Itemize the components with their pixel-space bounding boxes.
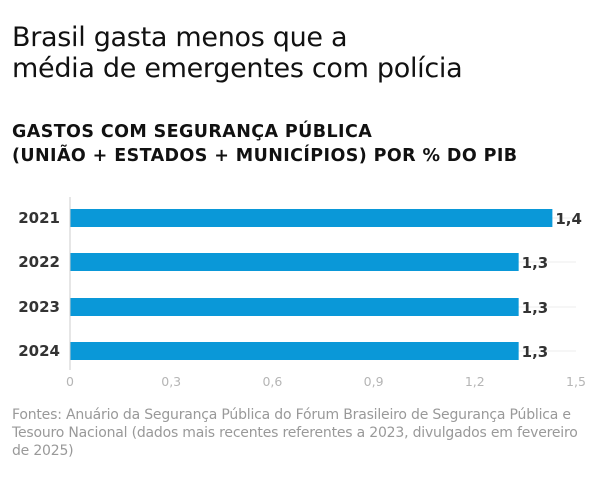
x-tick-label: 1,2 <box>465 374 485 389</box>
bar <box>70 209 553 227</box>
x-tick-label: 0 <box>66 374 74 389</box>
category-label: 2021 <box>18 209 60 227</box>
bar <box>70 342 519 360</box>
source-line: de 2025) <box>12 443 74 459</box>
data-label: 1,3 <box>522 299 549 317</box>
data-label: 1,4 <box>555 210 582 228</box>
chart-title-line: GASTOS COM SEGURANÇA PÚBLICA <box>12 122 373 142</box>
x-tick-label: 0,6 <box>262 374 282 389</box>
chart-title: GASTOS COM SEGURANÇA PÚBLICA (UNIÃO + ES… <box>12 120 517 168</box>
source-line: Tesouro Nacional (dados mais recentes re… <box>12 425 578 441</box>
source-note: Fontes: Anuário da Segurança Pública do … <box>12 406 592 460</box>
category-label: 2022 <box>18 253 60 271</box>
headline: Brasil gasta menos que a média de emerge… <box>12 22 463 84</box>
x-tick-label: 1,5 <box>566 374 586 389</box>
category-label: 2023 <box>18 298 60 316</box>
source-line: Fontes: Anuário da Segurança Pública do … <box>12 407 571 423</box>
data-label: 1,3 <box>522 343 549 361</box>
x-tick-label: 0,9 <box>364 374 384 389</box>
bar <box>70 298 519 316</box>
data-label: 1,3 <box>522 254 549 272</box>
headline-line: média de emergentes com polícia <box>12 53 463 84</box>
headline-line: Brasil gasta menos que a <box>12 22 348 53</box>
x-tick-label: 0,3 <box>161 374 181 389</box>
bar <box>70 253 519 271</box>
category-label: 2024 <box>18 342 60 360</box>
chart-title-line: (UNIÃO + ESTADOS + MUNICÍPIOS) POR % DO … <box>12 146 518 166</box>
